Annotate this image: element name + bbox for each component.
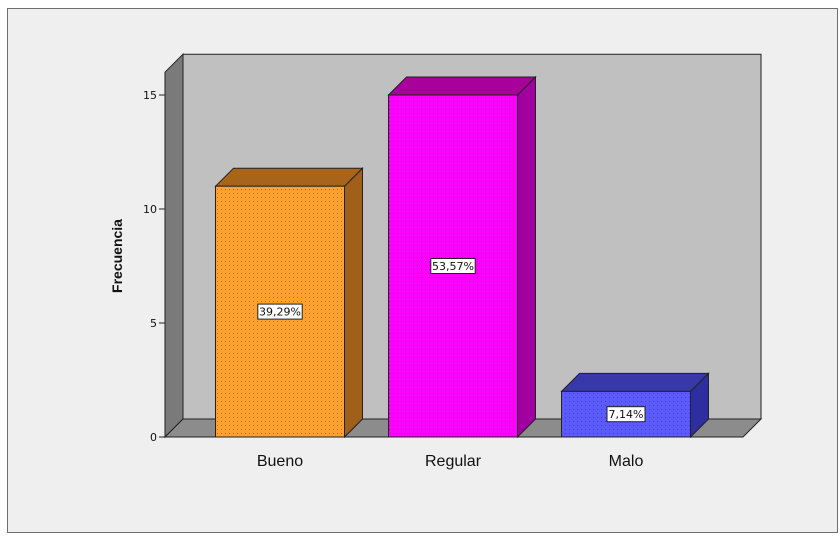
- y-tick-label: 10: [143, 203, 157, 216]
- y-tick-label: 5: [150, 317, 157, 330]
- y-tick-label: 15: [143, 89, 157, 102]
- bar-malo: 7,14%: [560, 372, 710, 439]
- data-label-box: [257, 303, 303, 320]
- chart-left-wall: [164, 52, 184, 439]
- x-category-label: Malo: [609, 453, 644, 470]
- bars: 39,29% 53,57% 7,14%: [214, 75, 710, 439]
- y-axis-label: Frecuencia: [109, 219, 125, 293]
- bar-regular: 53,57%: [387, 75, 537, 439]
- bar-top: [214, 167, 364, 187]
- data-label: 7,14%: [609, 408, 644, 421]
- x-category-label: Bueno: [257, 453, 303, 470]
- bar-side: [344, 166, 363, 439]
- data-label-box: [430, 258, 476, 274]
- bar-top: [560, 372, 710, 392]
- x-axis-categories: Bueno Regular Malo: [257, 453, 644, 470]
- bar-top: [387, 76, 537, 96]
- x-category-label: Regular: [425, 453, 482, 470]
- bar-side: [517, 75, 536, 439]
- y-tick-label: 0: [150, 431, 157, 444]
- bar-bueno: 39,29%: [214, 166, 364, 439]
- data-label: 39,29%: [259, 306, 301, 319]
- y-axis: 0 5 10 15: [143, 89, 165, 444]
- data-label: 53,57%: [432, 260, 474, 273]
- data-label-box: [606, 406, 646, 423]
